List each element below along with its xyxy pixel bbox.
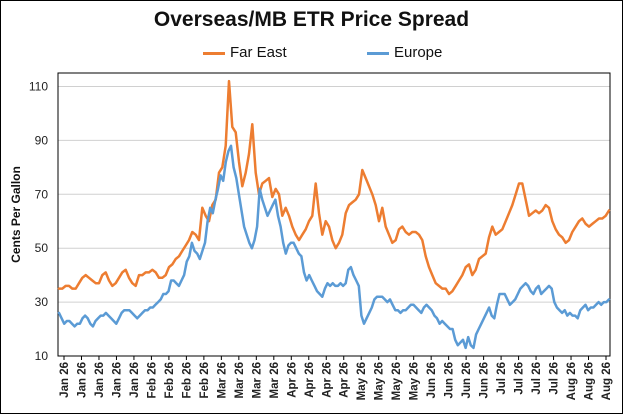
- y-axis-ticks: 10 30 50 70 90 110: [29, 79, 48, 363]
- x-tick-label: Apr 26: [304, 362, 316, 398]
- legend-label-europe: Europe: [394, 44, 443, 61]
- legend: Far East Europe: [0, 43, 623, 63]
- x-tick-label: Mar 26: [251, 362, 263, 398]
- x-tick-label: Apr 26: [286, 362, 298, 398]
- y-tick-label: 110: [29, 79, 48, 93]
- x-tick-label: Feb 26: [181, 362, 193, 398]
- y-tick-label: 10: [35, 349, 49, 363]
- x-tick-label: Jan 26: [111, 362, 123, 398]
- x-tick-label: Jun 26: [444, 362, 456, 398]
- y-tick-label: 70: [35, 187, 49, 201]
- legend-label-far-east: Far East: [230, 44, 287, 61]
- legend-line-far-east: [203, 52, 225, 55]
- y-axis-label: Cents Per Gallon: [9, 166, 23, 263]
- x-tick-label: Jun 26: [426, 362, 438, 398]
- y-tick-label: 50: [35, 241, 49, 255]
- legend-line-europe: [367, 52, 389, 55]
- x-tick-label: Mar 26: [269, 362, 281, 398]
- x-tick-label: May 26: [391, 362, 403, 400]
- series-line-europe: [57, 144, 611, 350]
- x-tick-label: Jan 26: [129, 362, 141, 398]
- x-tick-label: Apr 26: [321, 362, 333, 398]
- x-tick-label: Jul 26: [531, 362, 543, 395]
- x-tick-label: Aug 26: [566, 362, 578, 400]
- x-tick-label: Jul 26: [496, 362, 508, 395]
- x-tick-label: Jun 26: [479, 362, 491, 398]
- x-axis-ticks: Jan 26 Jan 26 Jan 26 Jan 26 Jan 26 Feb 26 Feb …: [59, 356, 613, 400]
- x-tick-label: May 26: [356, 362, 368, 400]
- x-tick-label: Jun 26: [461, 362, 473, 398]
- x-tick-label: Jul 26: [549, 362, 561, 395]
- x-tick-label: Apr 26: [339, 362, 351, 398]
- x-tick-label: Feb 26: [146, 362, 158, 398]
- gridlines: [58, 85, 610, 303]
- series-line-far-east: [57, 79, 611, 296]
- x-tick-label: May 26: [374, 362, 386, 400]
- x-tick-label: Jan 26: [76, 362, 88, 398]
- series-lines: [57, 79, 611, 350]
- x-tick-label: Mar 26: [234, 362, 246, 398]
- x-tick-label: Aug 26: [584, 362, 596, 400]
- chart-title: Overseas/MB ETR Price Spread: [153, 8, 470, 31]
- x-tick-label: May 26: [409, 362, 421, 400]
- x-tick-label: Feb 26: [199, 362, 211, 398]
- y-tick-label: 30: [35, 295, 49, 309]
- x-tick-label: Jul 26: [514, 362, 526, 395]
- x-tick-label: Feb 26: [164, 362, 176, 398]
- y-tick-label: 90: [35, 133, 49, 147]
- x-tick-label: Aug 26: [601, 362, 613, 400]
- x-tick-label: Mar 26: [216, 362, 228, 398]
- x-tick-label: Jan 26: [94, 362, 106, 398]
- plot-area: [57, 72, 611, 357]
- x-tick-label: Jan 26: [59, 362, 71, 398]
